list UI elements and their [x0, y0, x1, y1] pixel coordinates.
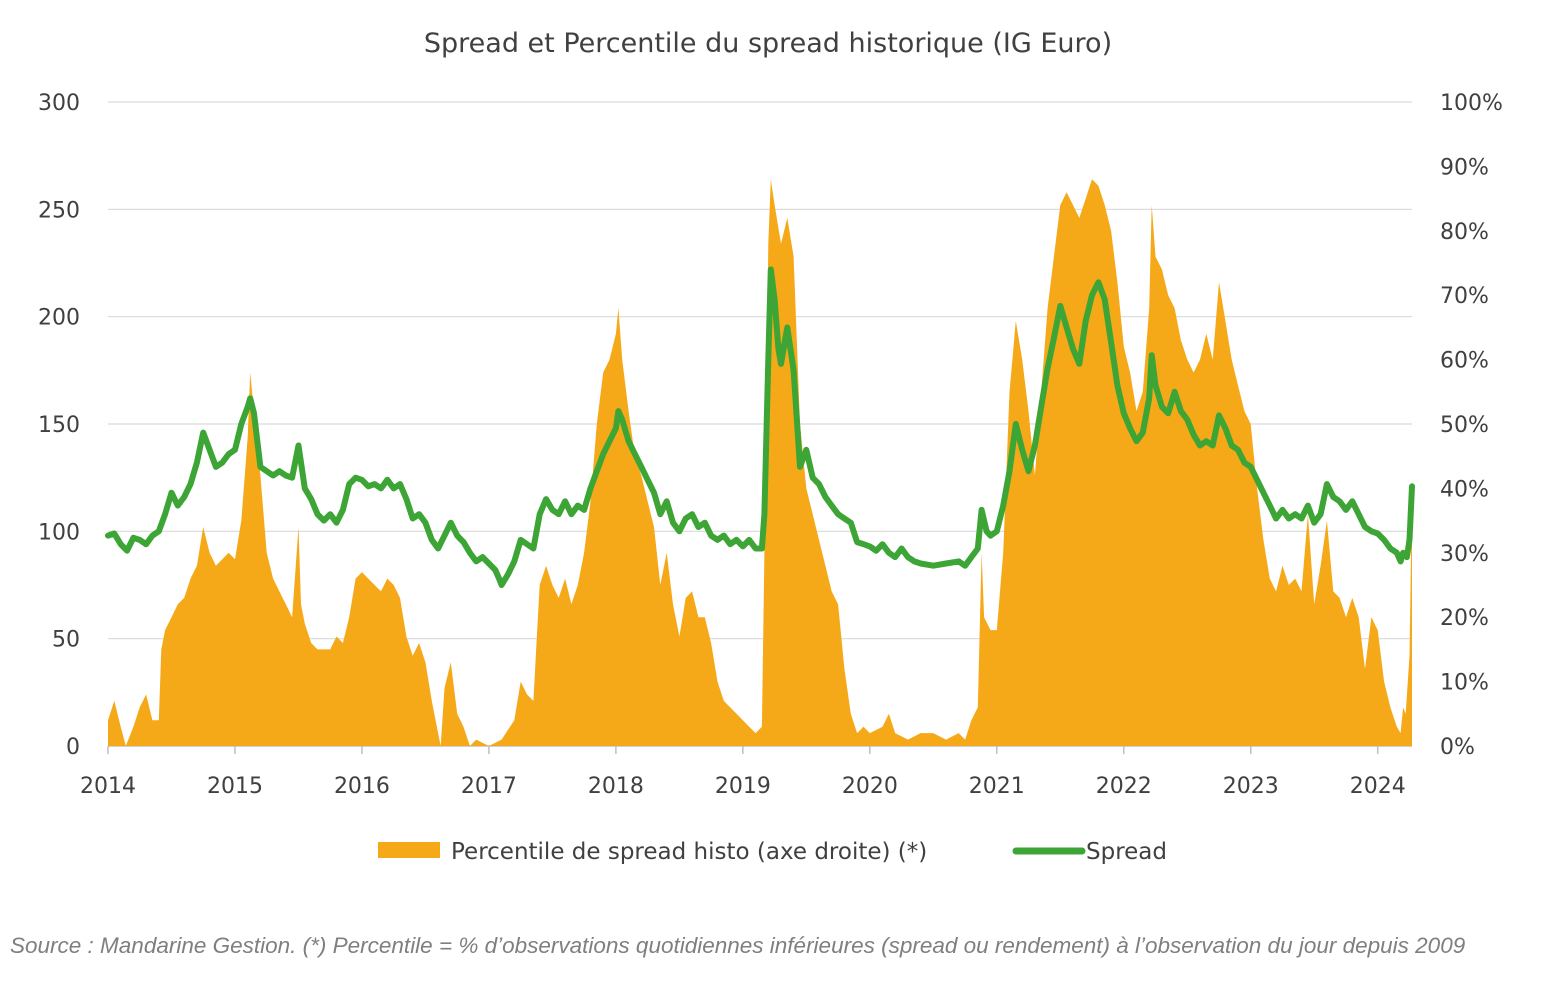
y-right-tick-label: 50%: [1440, 413, 1489, 438]
chart-title: Spread et Percentile du spread historiqu…: [424, 28, 1112, 59]
x-tick-label: 2022: [1096, 774, 1152, 799]
x-tick-label: 2016: [334, 774, 390, 799]
y-right-tick-label: 60%: [1440, 349, 1489, 374]
x-tick-label: 2019: [715, 774, 771, 799]
legend-swatch-percentile: [378, 842, 440, 858]
y-right-tick-label: 90%: [1440, 155, 1489, 180]
y-right-tick-label: 80%: [1440, 220, 1489, 245]
x-tick-label: 2021: [969, 774, 1025, 799]
x-tick-label: 2020: [842, 774, 898, 799]
y-left-tick-label: 100: [38, 520, 80, 545]
x-tick-label: 2018: [588, 774, 644, 799]
y-left-tick-label: 250: [38, 198, 80, 223]
y-left-tick-label: 50: [52, 628, 80, 653]
x-tick-label: 2017: [461, 774, 517, 799]
y-left-tick-label: 300: [38, 91, 80, 116]
spread-line-layer: [105, 266, 1415, 588]
legend: Percentile de spread histo (axe droite) …: [378, 839, 1167, 865]
y-right-tick-label: 100%: [1440, 91, 1503, 116]
legend-label-percentile: Percentile de spread histo (axe droite) …: [451, 839, 927, 865]
x-tick-label: 2015: [207, 774, 263, 799]
x-axis: 2014 2015 2016 2017 2018 2019 2020 2021 2022 2023…: [80, 746, 1406, 799]
y-axis-right: 0% 10% 20% 30% 40% 50% 60% 70% 80% 90% 100%: [1440, 91, 1503, 760]
y-right-tick-label: 40%: [1440, 477, 1489, 502]
legend-label-spread: Spread: [1086, 839, 1167, 865]
source-footnote: Source : Mandarine Gestion. (*) Percenti…: [10, 933, 1466, 958]
y-axis-left: 0 50 100 150 200 250 300: [38, 91, 80, 760]
y-left-tick-label: 200: [38, 306, 80, 331]
y-right-tick-label: 10%: [1440, 671, 1489, 696]
x-tick-label: 2023: [1223, 774, 1279, 799]
y-right-tick-label: 20%: [1440, 606, 1489, 631]
x-tick-label: 2014: [80, 774, 136, 799]
y-left-tick-label: 0: [66, 735, 80, 760]
y-right-tick-label: 70%: [1440, 284, 1489, 309]
chart-canvas: Spread et Percentile du spread historiqu…: [38, 28, 1503, 865]
y-right-tick-label: 0%: [1440, 735, 1475, 760]
y-left-tick-label: 150: [38, 413, 80, 438]
spread-line: [105, 266, 1415, 588]
x-tick-label: 2024: [1350, 774, 1406, 799]
y-right-tick-label: 30%: [1440, 542, 1489, 567]
